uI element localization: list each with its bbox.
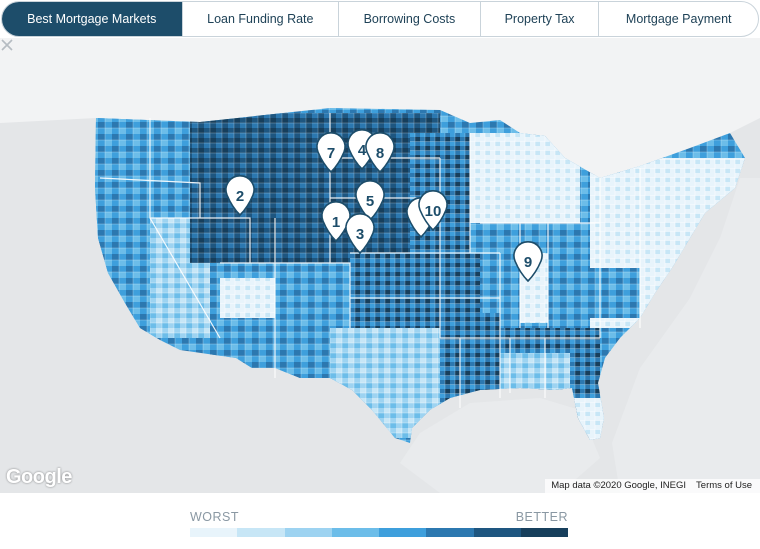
map-pins: 2 7 4 8 5 1 3: [225, 129, 543, 283]
svg-text:3: 3: [356, 226, 364, 243]
legend-swatch: [237, 528, 285, 537]
svg-text:2: 2: [236, 188, 244, 205]
canada-land: [0, 38, 760, 178]
legend-swatch: [520, 528, 568, 537]
legend-swatch: [284, 528, 332, 537]
tab-mortgage-payment[interactable]: Mortgage Payment: [625, 12, 732, 26]
terms-of-use-link[interactable]: Terms of Use: [696, 480, 752, 491]
svg-text:4: 4: [358, 142, 367, 159]
legend-swatch: [473, 528, 521, 537]
map-pin: 3: [345, 213, 375, 255]
legend-swatch: [190, 528, 238, 537]
svg-text:9: 9: [524, 254, 532, 271]
legend-swatch: [426, 528, 474, 537]
map-data-credit: Map data ©2020 Google, INEGI: [551, 480, 687, 491]
map-pin: 10: [418, 190, 448, 232]
state-borders: [99, 113, 641, 408]
svg-text:10: 10: [425, 203, 442, 220]
choropleth-map[interactable]: 2 7 4 8 5 1 3: [0, 38, 760, 493]
tab-property-tax[interactable]: Property Tax: [481, 2, 600, 36]
google-logo: Google: [6, 466, 72, 488]
legend-worst-label: WORST: [190, 510, 240, 524]
gulf-of-mexico: [400, 398, 600, 493]
legend-gradient-bar: [190, 528, 568, 537]
color-legend: WORST BETTER: [190, 510, 568, 538]
svg-text:5: 5: [366, 193, 374, 210]
expand-icon[interactable]: [0, 38, 14, 52]
legend-better-label: BETTER: [515, 510, 568, 524]
legend-swatch: [379, 528, 427, 537]
ocean-east: [612, 178, 760, 493]
legend-swatch: [331, 528, 379, 537]
map-attribution: Map data ©2020 Google, INEGI Terms of Us…: [545, 479, 760, 493]
tab-best-mortgage-markets[interactable]: Best Mortgage Markets: [2, 2, 183, 36]
tab-borrowing-costs[interactable]: Borrowing Costs: [339, 2, 481, 36]
svg-text:8: 8: [376, 145, 384, 162]
svg-text:1: 1: [332, 214, 340, 231]
map-pin: 8: [365, 132, 395, 174]
map-pin: 7: [316, 132, 346, 174]
map-pin: 9: [513, 241, 543, 283]
map-pin: 2: [225, 175, 255, 217]
tab-bar: Best Mortgage Markets Loan Funding Rate …: [1, 1, 759, 37]
map-canvas: 2 7 4 8 5 1 3: [0, 38, 760, 493]
svg-text:7: 7: [327, 145, 335, 162]
tab-loan-funding-rate[interactable]: Loan Funding Rate: [183, 2, 340, 36]
